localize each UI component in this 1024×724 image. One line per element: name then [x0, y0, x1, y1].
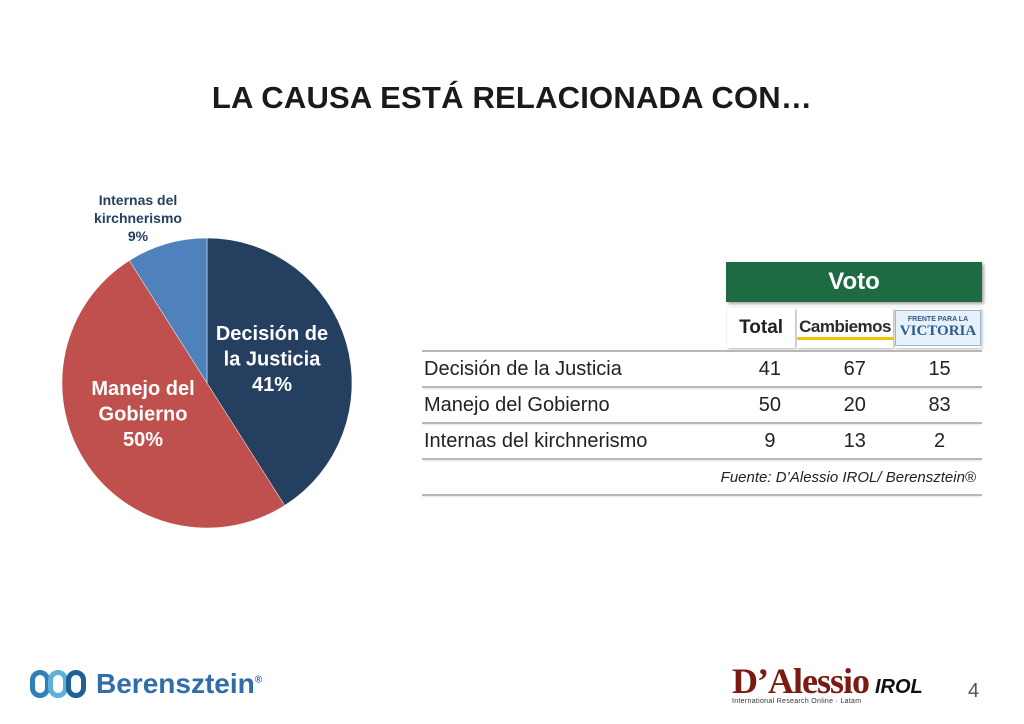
- fpv-logo-main: VICTORIA: [899, 323, 977, 339]
- pie-slice-label: Decisión de la Justicia 41%: [216, 323, 328, 396]
- pie-chart: Decisión de la Justicia 41% Manejo del Gobie…: [61, 192, 353, 529]
- irol-wordmark: IROL: [875, 676, 923, 698]
- row-label: Internas del kirchnerismo: [424, 429, 648, 452]
- source-note-row: Fuente: D’Alessio IROL/ Berensztein®: [422, 460, 982, 496]
- pie-slice: [61, 260, 286, 529]
- table-row: Decisión de la Justicia 41 67 15: [422, 350, 982, 388]
- col-header-cambiemos: Cambiemos: [797, 308, 893, 348]
- table-body: Decisión de la Justicia 41 67 15 Manejo …: [422, 350, 982, 496]
- col-header-fpv: FRENTE PARA LA VICTORIA: [895, 308, 981, 348]
- berensztein-wordmark: Berensztein®: [96, 668, 263, 699]
- row-label: Decisión de la Justicia: [424, 357, 622, 380]
- cell-cambiemos: 20: [843, 393, 866, 416]
- cambiemos-logo: Cambiemos: [797, 317, 893, 340]
- page-number: 4: [968, 680, 980, 702]
- col-total-label: Total: [739, 317, 784, 338]
- cell-total: 41: [758, 357, 781, 380]
- pie-slice: [206, 237, 353, 506]
- column-headers: Total Cambiemos FRENTE PARA LA VICTORIA: [726, 308, 982, 348]
- source-note: Fuente: D’Alessio IROL/ Berensztein®: [720, 468, 976, 486]
- pie-slice-label: Internas del kirchnerismo 9%: [94, 192, 182, 244]
- table-row: Internas del kirchnerismo 9 13 2: [422, 424, 982, 460]
- cell-total: 50: [758, 393, 781, 416]
- table-row: Manejo del Gobierno 50 20 83: [422, 388, 982, 424]
- row-label: Manejo del Gobierno: [424, 393, 610, 416]
- cell-fpv: 83: [928, 393, 951, 416]
- dalessio-irol-logo: D’Alessio IROL International Research Onl…: [732, 660, 923, 705]
- col-header-total: Total: [727, 308, 796, 348]
- cell-fpv: 2: [934, 429, 946, 452]
- dalessio-wordmark: D’Alessio: [732, 661, 870, 701]
- cell-total: 9: [764, 429, 776, 452]
- fpv-logo: FRENTE PARA LA VICTORIA: [895, 310, 981, 346]
- berensztein-logo: Berensztein®: [30, 668, 262, 700]
- pie-slice: [128, 237, 208, 384]
- cell-cambiemos: 13: [843, 429, 866, 452]
- slide-title: LA CAUSA ESTÁ RELACIONADA CON…: [211, 80, 813, 115]
- fpv-logo-top: FRENTE PARA LA: [907, 316, 969, 323]
- voto-header: Voto: [726, 262, 982, 302]
- cell-fpv: 15: [928, 357, 951, 380]
- berensztein-logo-icon: [30, 670, 86, 698]
- pie-slice-label: Manejo del Gobierno 50%: [91, 378, 194, 451]
- dalessio-subtitle: International Research Online · Latam: [732, 698, 862, 705]
- cell-cambiemos: 67: [843, 357, 866, 380]
